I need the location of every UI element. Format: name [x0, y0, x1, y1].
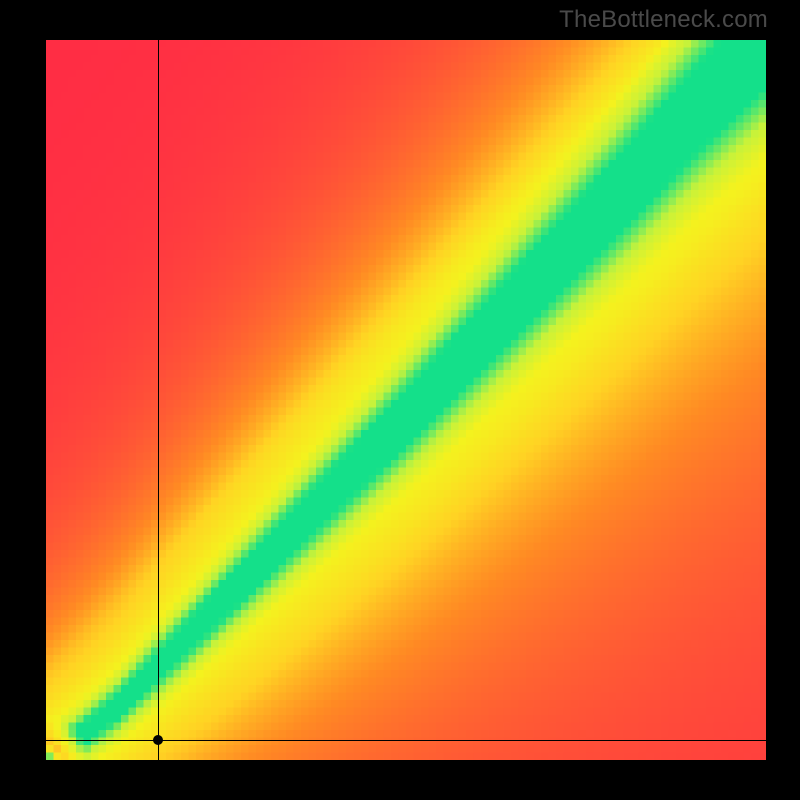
watermark-text: TheBottleneck.com: [559, 6, 768, 34]
heatmap-plot: [46, 40, 766, 760]
heatmap-canvas: [46, 40, 766, 760]
